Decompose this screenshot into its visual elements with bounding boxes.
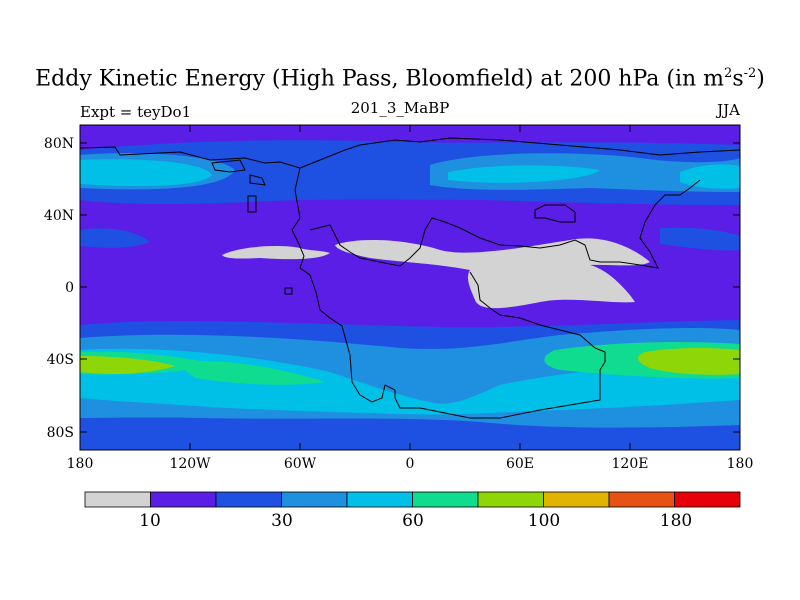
north-pacific-jet-east xyxy=(680,164,740,189)
colorbar-box-3 xyxy=(281,491,348,508)
colorbar-box-8 xyxy=(608,491,675,508)
coast-caspian xyxy=(534,204,576,223)
x-tick-label-120w: 120W xyxy=(169,456,211,472)
colorbar-box-4 xyxy=(346,491,413,508)
x-tick-label-0: 0 xyxy=(406,456,415,472)
tropical-minimum-indian xyxy=(335,238,650,309)
colorbar-label-180: 180 xyxy=(660,511,692,531)
map-subtitle: 201_3_MaBP xyxy=(350,99,450,117)
southern-max-east xyxy=(638,348,740,375)
x-tick-label-60w: 60W xyxy=(284,456,317,472)
coast-eurasia-north xyxy=(299,137,740,169)
colorbar-box-2 xyxy=(215,491,282,508)
colorbar-box-6 xyxy=(477,491,544,508)
coast-island-small xyxy=(249,174,266,186)
southern-max-west xyxy=(80,356,175,374)
colorbar-box-7 xyxy=(543,491,610,508)
colorbar-label-30: 30 xyxy=(271,511,293,531)
x-tick-label-120e: 120E xyxy=(612,456,649,472)
y-tick-label-0: 0 xyxy=(65,280,74,296)
tropical-band-west xyxy=(80,228,150,248)
x-tick-label-60e: 60E xyxy=(506,456,534,472)
x-tick-marks xyxy=(79,125,741,450)
coast-island-north xyxy=(211,159,246,173)
colorbar-label-10: 10 xyxy=(139,511,161,531)
x-tick-label-180e: 180 xyxy=(727,456,754,472)
x-tick-label-180w: 180 xyxy=(67,456,94,472)
coast-island-west xyxy=(247,195,257,213)
colorbar-box-9 xyxy=(674,491,741,508)
colorbar-box-5 xyxy=(412,491,479,508)
coast-americas-west xyxy=(80,146,386,403)
y-tick-label-40s: 40S xyxy=(47,352,74,368)
season-label: JJA xyxy=(717,101,740,119)
y-tick-label-80n: 80N xyxy=(44,136,74,152)
coast-africa-south xyxy=(384,271,606,419)
experiment-label: Expt = teyDo1 xyxy=(80,103,192,121)
colorbar-box-0 xyxy=(84,491,151,508)
colorbar-label-100: 100 xyxy=(528,511,560,531)
coast-island-tiny xyxy=(284,287,293,295)
y-tick-label-40n: 40N xyxy=(44,208,74,224)
tropical-minimum-atlantic xyxy=(222,246,330,260)
map-title: Eddy Kinetic Energy (High Pass, Bloomfie… xyxy=(35,66,765,92)
coast-asia-south xyxy=(309,179,701,269)
colorbar-box-1 xyxy=(150,491,217,508)
colorbar-label-60: 60 xyxy=(402,511,424,531)
y-tick-marks xyxy=(80,142,740,433)
north-asia-jet xyxy=(448,165,600,183)
colorbar xyxy=(84,491,741,508)
coastlines xyxy=(80,137,740,419)
y-tick-label-80s: 80S xyxy=(47,425,74,441)
southern-jet-core-atlantic xyxy=(175,361,325,385)
tropical-band-east xyxy=(660,227,740,251)
contour-field xyxy=(80,125,740,450)
north-pacific-jet xyxy=(80,159,212,187)
